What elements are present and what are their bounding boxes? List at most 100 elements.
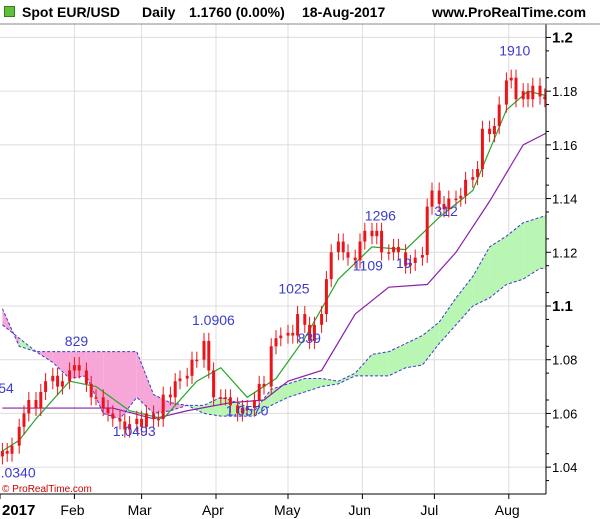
candle-body xyxy=(168,394,172,398)
candle-body xyxy=(56,375,60,387)
candle-body xyxy=(185,375,189,379)
candle-body xyxy=(156,418,160,421)
candle-body xyxy=(17,426,21,446)
cloud-segment xyxy=(388,343,406,376)
y-tick-label: 1.18 xyxy=(552,84,577,99)
candle-body xyxy=(480,128,484,170)
candle-body xyxy=(425,206,429,255)
candle-body xyxy=(548,99,551,102)
candle-body xyxy=(68,370,72,382)
plot-area xyxy=(0,24,551,494)
candle-body xyxy=(89,383,93,398)
candle-body xyxy=(161,394,165,419)
x-tick-label: Apr xyxy=(202,502,224,518)
candle-body xyxy=(358,241,362,261)
cloud-span-b xyxy=(1,267,546,417)
candle-body xyxy=(459,195,463,199)
candle-body xyxy=(72,365,76,371)
cloud-segment xyxy=(204,397,221,417)
candle-body xyxy=(509,77,513,81)
candle-body xyxy=(471,177,475,180)
candle-body xyxy=(488,128,492,135)
candle-body xyxy=(336,241,340,253)
candle-body xyxy=(531,85,535,100)
candle-body xyxy=(60,381,64,387)
candle-body xyxy=(476,169,480,178)
site-link[interactable]: www.ProRealTime.com xyxy=(432,4,587,20)
candle-body xyxy=(430,190,434,207)
instrument-title: Spot EUR/USD xyxy=(22,4,120,20)
y-tick-label: 1.16 xyxy=(552,138,577,153)
candle-body xyxy=(51,375,55,382)
cloud-segment xyxy=(489,236,507,298)
cloud-segment xyxy=(506,222,524,285)
cloud-segment xyxy=(170,402,188,411)
cloud-segment xyxy=(321,378,339,387)
cloud-segment xyxy=(523,217,540,280)
candle-body xyxy=(252,400,256,409)
y-tick-label: 1.04 xyxy=(552,460,577,475)
cloud-segment xyxy=(405,335,423,368)
price-annotation: 312 xyxy=(434,203,458,219)
cloud-segment xyxy=(456,276,473,325)
cloud-segment xyxy=(288,378,305,398)
candle-body xyxy=(396,246,400,253)
cloud-segment xyxy=(52,351,70,379)
candle-body xyxy=(34,400,38,409)
candle-body xyxy=(492,126,496,135)
candle-body xyxy=(94,397,98,399)
copyright-notice: © ProRealTime.com xyxy=(2,484,92,495)
price-annotation: 654 xyxy=(0,380,14,396)
candle-body xyxy=(22,413,26,427)
candle-body xyxy=(262,383,266,387)
header-date: 18-Aug-2017 xyxy=(302,4,386,20)
x-tick-label: 2017 xyxy=(2,502,35,519)
cloud-segment xyxy=(439,297,456,344)
candle-body xyxy=(236,405,240,414)
candle-body xyxy=(404,252,408,266)
series-line-kijun xyxy=(2,132,546,420)
candle-body xyxy=(152,413,156,419)
candle-body xyxy=(514,77,518,100)
candle-body xyxy=(195,359,199,362)
candle-body xyxy=(279,335,283,339)
cloud-segment xyxy=(271,383,288,406)
candle-body xyxy=(274,338,278,347)
candle-body xyxy=(77,365,81,371)
last-price: 1.1760 (0.00%) xyxy=(189,4,285,20)
x-tick-label: May xyxy=(274,502,300,518)
cloud-segment xyxy=(120,351,137,419)
price-annotation: 1109 xyxy=(353,258,383,274)
price-annotation: 1025 xyxy=(278,280,309,296)
cloud-segment xyxy=(69,351,87,379)
series-line-tenkan xyxy=(2,90,546,452)
candle-body xyxy=(442,203,446,210)
candle-body xyxy=(224,397,228,399)
candle-body xyxy=(111,413,115,419)
candle-body xyxy=(269,346,273,387)
x-tick-label: Jul xyxy=(420,502,438,518)
y-tick-label: 1.14 xyxy=(552,192,577,207)
candle-body xyxy=(140,418,144,427)
y-tick-label: 1.1 xyxy=(552,298,573,315)
candle-body xyxy=(84,370,88,384)
x-tick-label: Feb xyxy=(60,502,84,518)
candle-body xyxy=(178,378,182,382)
candle-body xyxy=(464,179,468,196)
candle-body xyxy=(346,252,350,258)
candle-body xyxy=(392,246,396,253)
cloud-segment xyxy=(422,322,440,366)
cloud-segment xyxy=(540,215,546,269)
candle-body xyxy=(497,104,501,127)
candle-body xyxy=(447,198,451,210)
checkbox-icon[interactable] xyxy=(4,6,15,17)
candle-body xyxy=(341,241,345,253)
period-label: Daily xyxy=(142,4,176,20)
candle-body xyxy=(504,80,508,105)
candle-body xyxy=(312,324,316,341)
candle-body xyxy=(291,332,295,336)
candle-body xyxy=(123,421,127,430)
candle-body xyxy=(408,263,412,266)
candle-body xyxy=(363,230,367,242)
